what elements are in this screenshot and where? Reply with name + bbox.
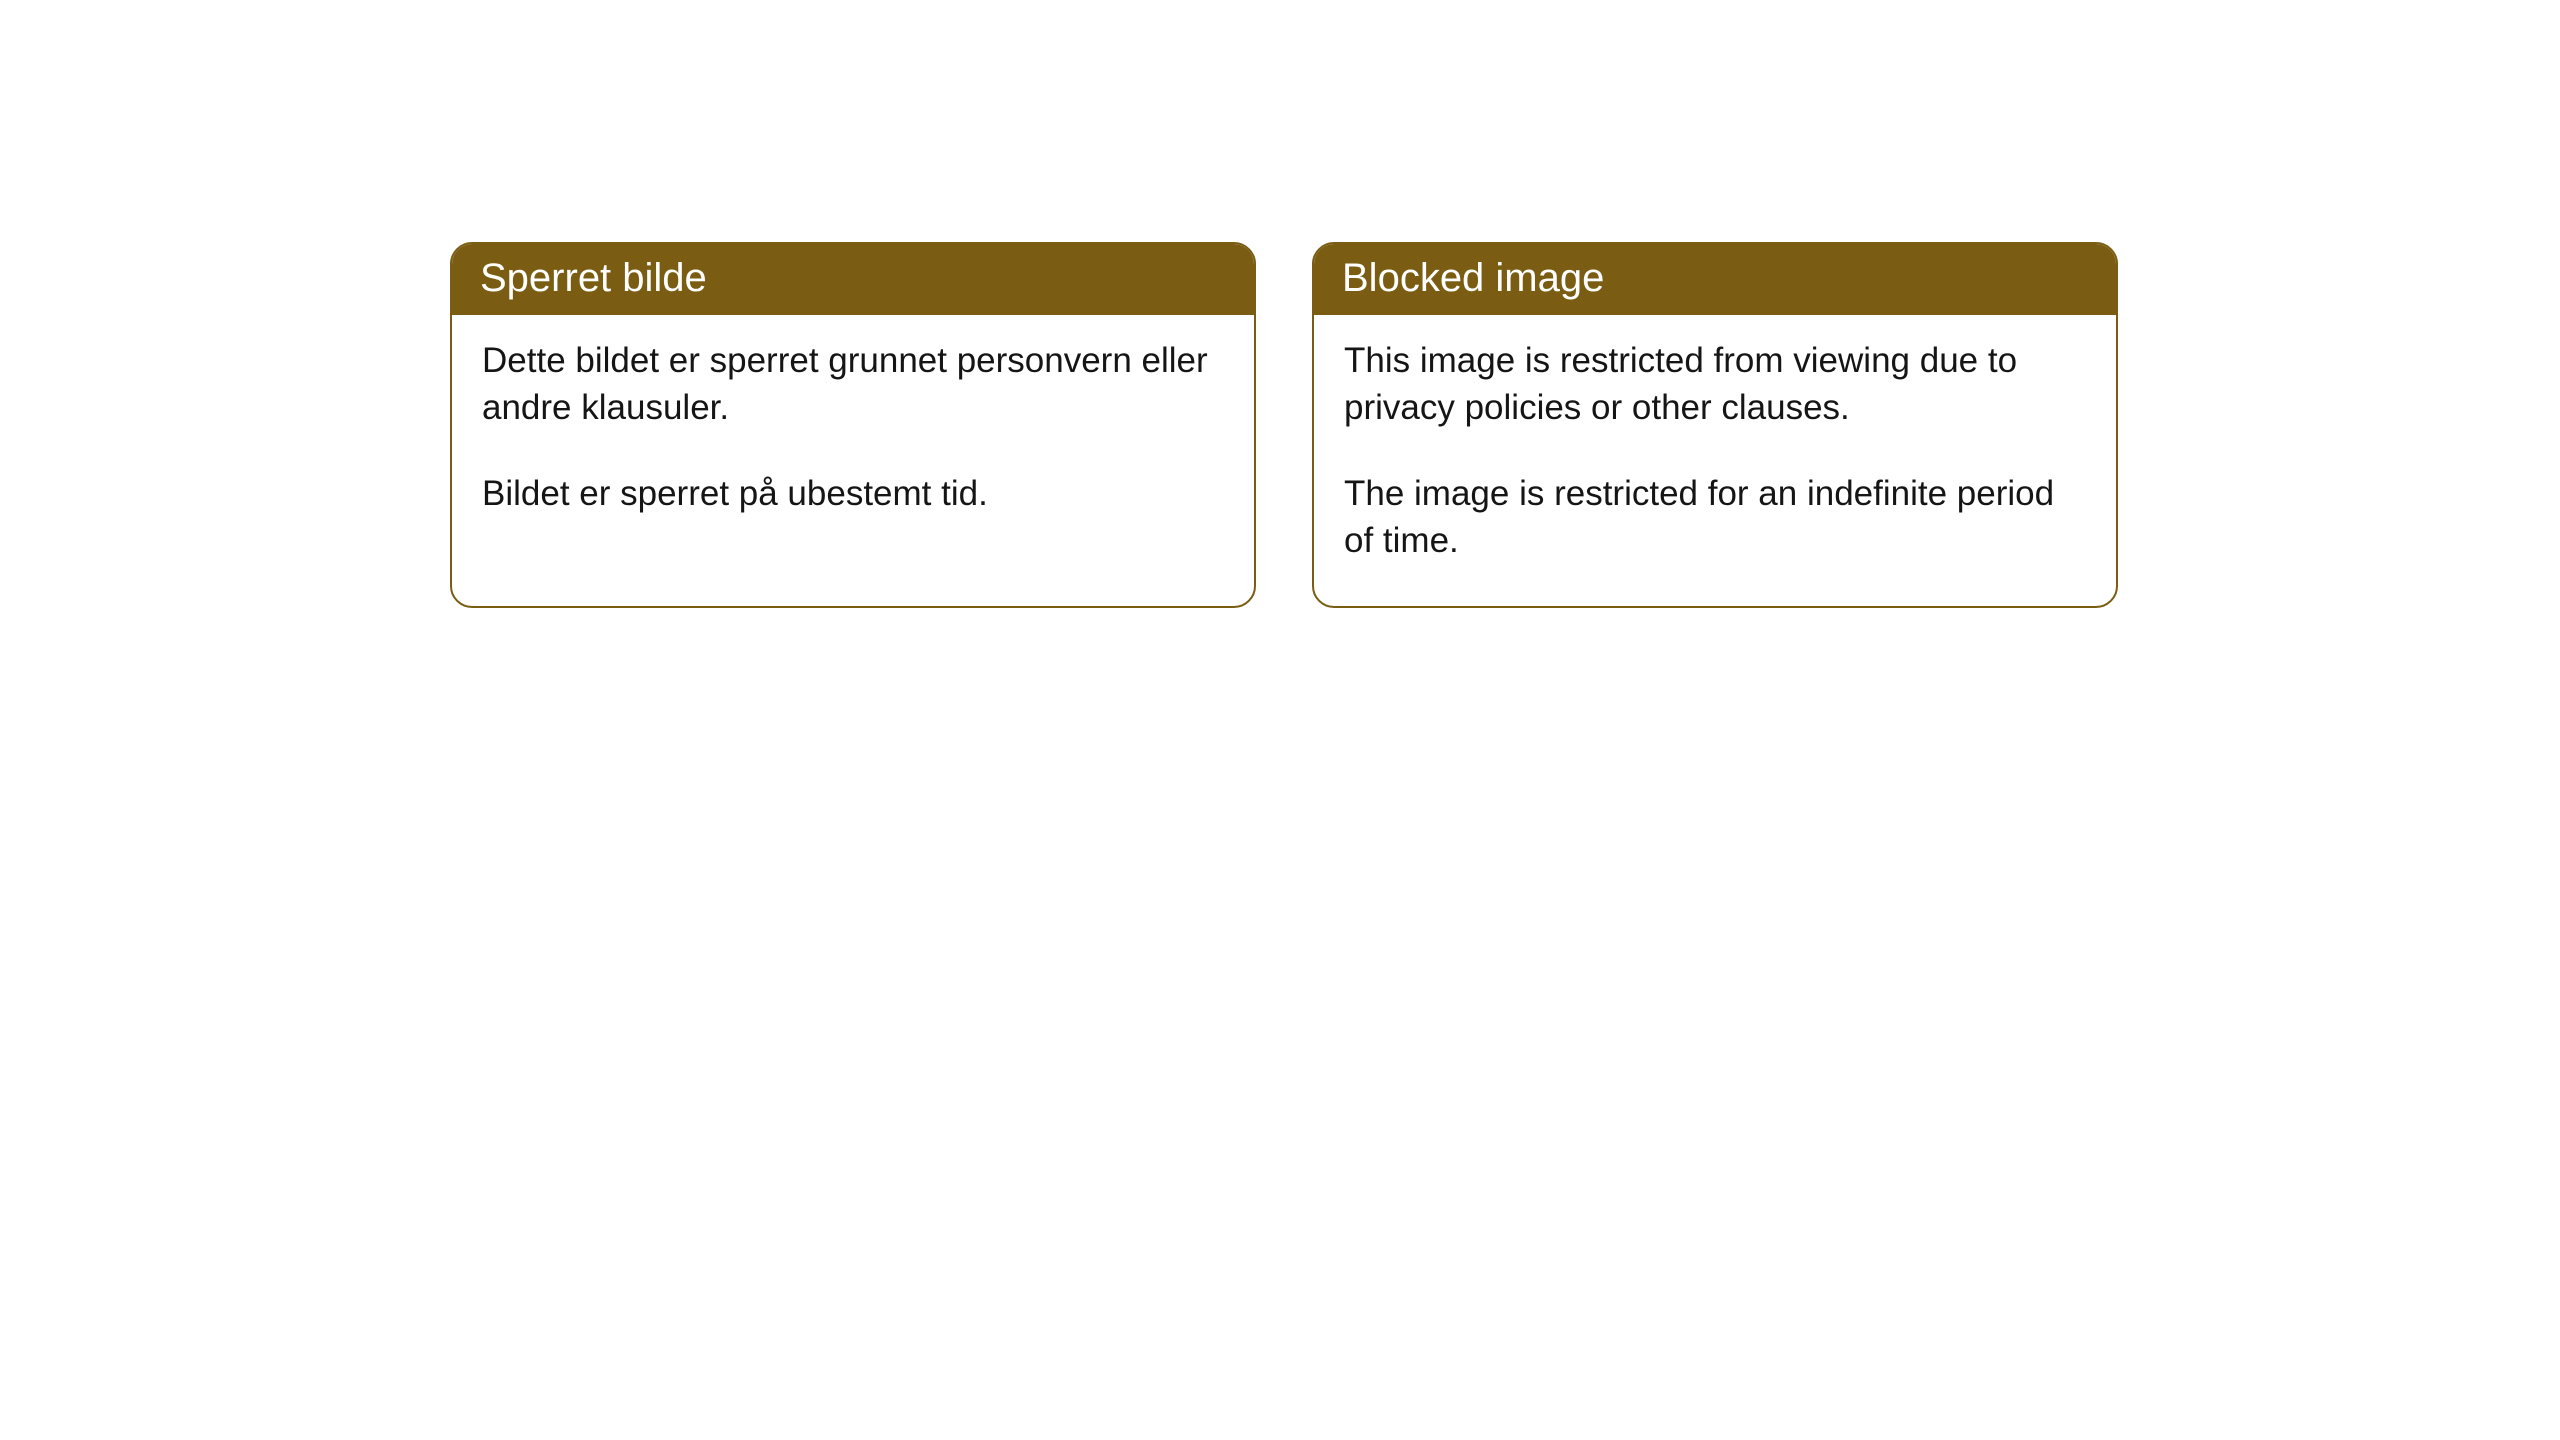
notice-cards-container: Sperret bilde Dette bildet er sperret gr…: [0, 0, 2560, 608]
notice-card-english: Blocked image This image is restricted f…: [1312, 242, 2118, 608]
card-title: Sperret bilde: [480, 256, 707, 300]
card-header: Blocked image: [1314, 244, 2116, 315]
card-paragraph: Dette bildet er sperret grunnet personve…: [482, 337, 1224, 432]
card-title: Blocked image: [1342, 256, 1604, 300]
card-paragraph: This image is restricted from viewing du…: [1344, 337, 2086, 432]
notice-card-norwegian: Sperret bilde Dette bildet er sperret gr…: [450, 242, 1256, 608]
card-paragraph: Bildet er sperret på ubestemt tid.: [482, 470, 1224, 517]
card-body: Dette bildet er sperret grunnet personve…: [452, 315, 1254, 559]
card-paragraph: The image is restricted for an indefinit…: [1344, 470, 2086, 565]
card-body: This image is restricted from viewing du…: [1314, 315, 2116, 606]
card-header: Sperret bilde: [452, 244, 1254, 315]
